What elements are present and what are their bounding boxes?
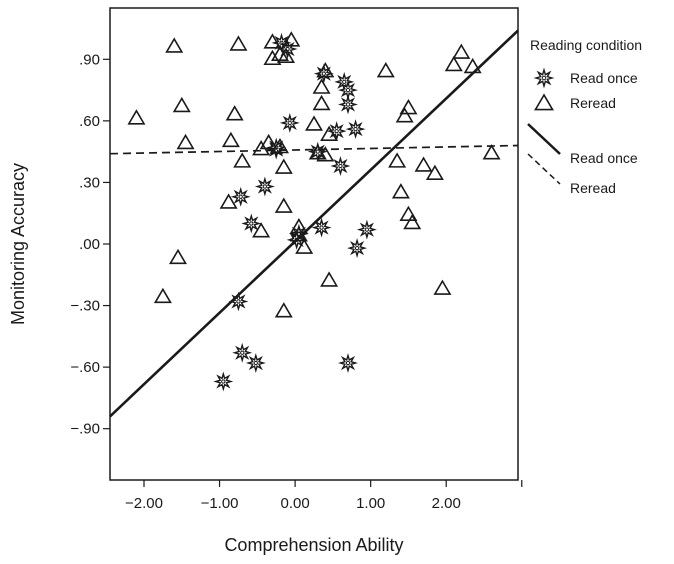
point-reread [165,37,184,53]
point-read-once [338,353,358,374]
point-reread [395,107,414,123]
point-reread [169,248,187,265]
point-reread [176,133,195,150]
y-tick-label: −.30 [70,298,100,315]
legend-dashed-line-icon [527,153,561,185]
point-reread [433,279,452,295]
point-read-once [213,371,234,392]
legend-solid-line-icon [527,123,561,155]
legend-label-reread-marker: Reread [570,95,616,111]
point-reread [259,133,278,150]
legend-label-read-once-line: Read once [570,150,638,166]
point-reread [391,183,410,199]
point-reread [153,287,172,304]
point-reread [274,302,293,318]
y-tick-label: −.90 [70,421,100,438]
x-tick-label: 0.00 [281,495,310,512]
point-reread [414,156,433,172]
legend-triangle-shape [534,93,554,111]
point-read-once [245,353,266,374]
legend-starburst-shape [533,67,555,89]
point-reread [463,57,482,74]
point-reread [127,109,146,125]
fit-line-reread [109,144,519,155]
point-read-once [311,217,332,238]
point-reread [403,213,422,230]
point-read-once [279,112,300,133]
legend-label-reread-line: Reread [570,180,616,196]
y-tick-label: .00 [79,236,100,253]
point-reread [221,131,240,148]
legend: Reading condition Read once Reread Read … [527,37,642,196]
point-reread [444,55,463,72]
point-reread [172,96,191,113]
point-read-once [338,94,358,115]
point-reread [399,98,418,115]
point-reread [308,144,327,160]
point-reread [274,197,293,213]
point-reread [312,78,331,94]
point-reread [277,47,296,64]
point-reread [263,49,282,66]
point-reread [316,62,335,78]
y-tick-label: .90 [79,51,100,68]
point-reread [320,271,339,287]
point-reread [399,205,418,222]
point-reread [263,33,282,49]
point-reread [312,94,331,111]
point-read-once [241,213,262,234]
x-tick-label: 2.00 [432,495,461,512]
x-tick-label: 1.00 [356,495,385,512]
point-reread [252,140,271,156]
point-reread [289,217,308,234]
point-read-once [254,176,275,197]
point-reread [425,164,444,180]
legend-starburst-icon [533,67,555,89]
point-reread [225,105,244,121]
point-reread [219,193,238,209]
point-read-once [356,219,377,240]
data-points [127,31,501,392]
point-read-once [232,342,253,363]
y-axis: .90 .60 .30 .00 −.30 −.60 −.90 [70,51,110,438]
point-read-once [313,63,334,84]
point-reread [282,31,301,47]
point-read-once [230,186,251,207]
fit-lines [109,29,519,418]
legend-title: Reading condition [530,37,642,53]
point-reread [320,125,339,141]
x-tick-label: −1.00 [201,495,239,512]
point-reread [271,137,289,154]
point-read-once [330,156,351,176]
legend-label-read-once-marker: Read once [570,70,638,86]
point-reread [452,43,471,59]
point-read-once [345,119,366,140]
point-reread [305,115,323,131]
x-axis-title: Comprehension Ability [224,535,403,555]
legend-triangle-icon [534,93,554,111]
point-reread [388,152,407,168]
point-reread [376,62,395,78]
point-reread [233,152,252,168]
y-tick-label: .30 [79,174,100,191]
x-axis: −2.00 −1.00 0.00 1.00 2.00 [125,480,523,512]
y-axis-title: Monitoring Accuracy [8,163,28,325]
point-read-once [347,238,368,259]
point-reread [482,144,501,160]
point-reread [252,222,271,238]
point-reread [229,35,248,51]
y-tick-label: .60 [79,113,100,130]
point-reread [316,146,335,162]
plot-frame [109,7,519,481]
x-tick-label: −2.00 [125,495,163,512]
point-reread [295,238,314,254]
point-reread [274,158,293,174]
y-tick-label: −.60 [70,359,100,376]
fit-line-read-once [109,29,519,418]
